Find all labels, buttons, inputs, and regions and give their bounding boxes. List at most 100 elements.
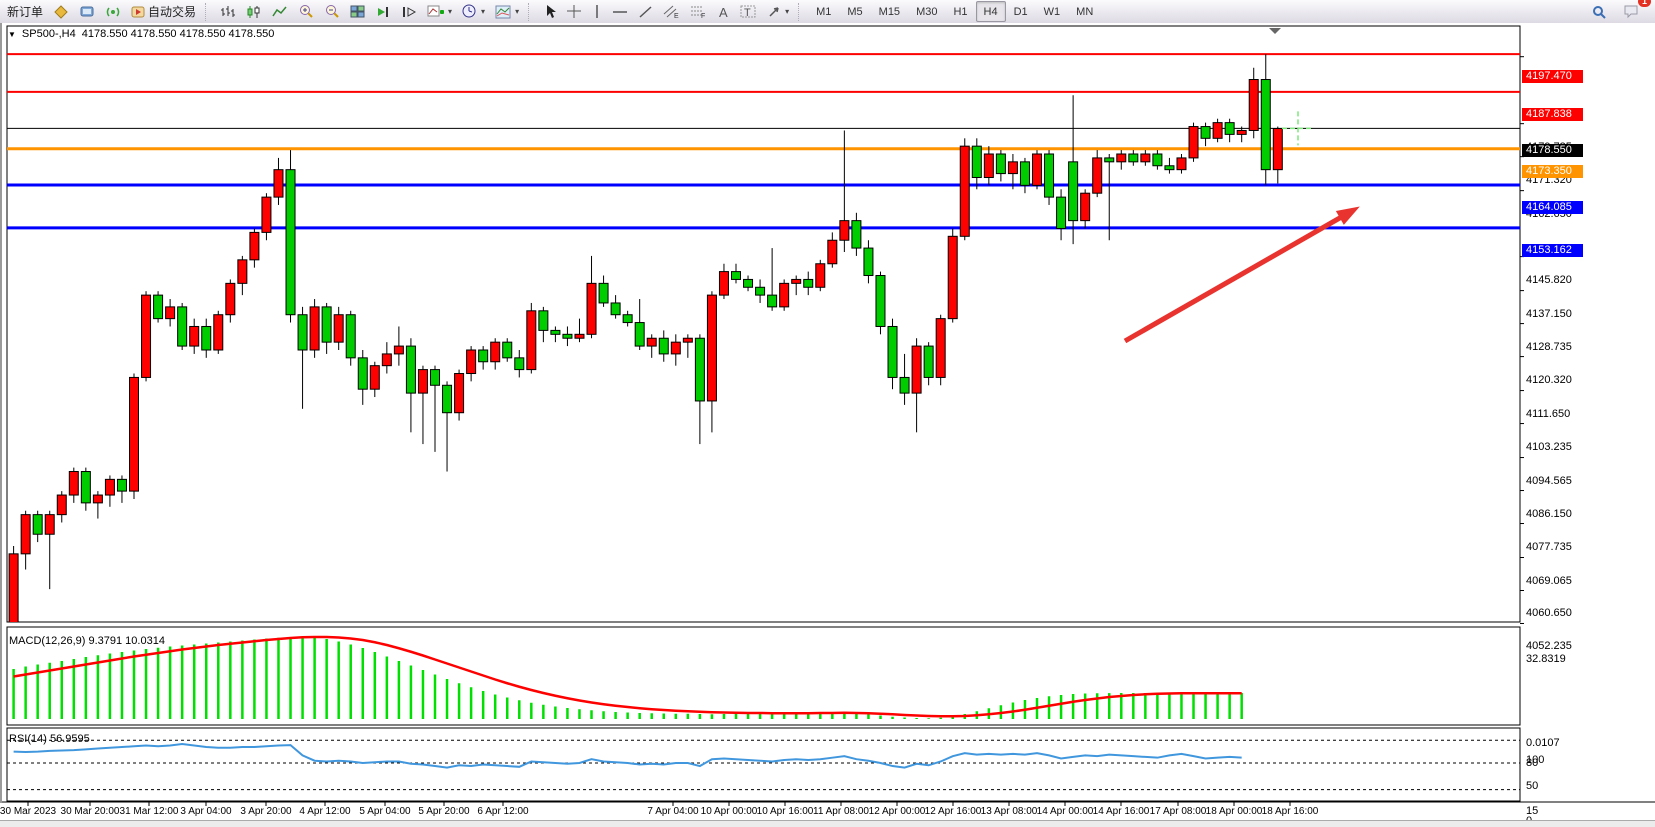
candle-body[interactable] [297,314,308,351]
tile-windows-button[interactable] [345,0,370,23]
candle-body[interactable] [670,341,681,355]
candle-body[interactable] [731,271,741,280]
indicators-button[interactable]: ▾ [422,0,457,23]
candle-body[interactable] [80,471,91,504]
candle-body[interactable] [1032,153,1042,186]
timeframe-m1-button[interactable]: M1 [816,5,832,18]
candle-body[interactable] [442,384,453,414]
timeframe-mn-button[interactable]: MN [1076,5,1094,18]
candlestick-chart-button[interactable] [241,0,267,23]
candle-body[interactable] [1152,153,1163,167]
candle-body[interactable] [309,306,320,351]
candle-body[interactable] [20,514,31,555]
date-axis-label[interactable]: 10 Apr 16:00 [756,806,814,817]
gold-gem-icon[interactable] [48,0,74,23]
candle-body[interactable] [1007,161,1018,175]
candle-body[interactable] [935,318,946,378]
candle-body[interactable] [959,145,970,237]
trendline-button[interactable] [633,0,658,23]
candle-body[interactable] [610,302,621,316]
chart-shift-button[interactable] [396,0,422,23]
line-chart-button[interactable] [267,0,293,23]
equidistant-channel-button[interactable]: E [658,0,685,23]
price-badge-4197.470[interactable]: 4197.470 [1522,70,1583,84]
collapse-triangle-icon[interactable]: ▼ [8,29,16,39]
candle-body[interactable] [875,275,886,327]
date-axis-label[interactable]: 6 Apr 12:00 [477,806,529,817]
candle-body[interactable] [827,239,838,265]
date-axis-label[interactable]: 14 Apr 00:00 [1036,806,1094,817]
candle-body[interactable] [405,345,416,394]
candle-body[interactable] [911,345,922,394]
candle-body[interactable] [658,337,669,355]
candle-body[interactable] [1019,161,1030,186]
candle-body[interactable] [502,341,513,359]
candle-body[interactable] [1200,126,1211,139]
candle-body[interactable] [225,282,236,316]
timeframe-d1-button[interactable]: D1 [1013,5,1028,18]
candle-body[interactable] [803,278,814,288]
fibonacci-button[interactable]: F [685,0,712,23]
candle-body[interactable] [189,325,200,347]
candle-body[interactable] [1068,161,1079,222]
candle-body[interactable] [1188,126,1199,159]
date-axis-label[interactable]: 18 Apr 16:00 [1261,806,1319,817]
notifications-icon[interactable]: 1 [1618,0,1651,23]
candle-body[interactable] [273,169,284,198]
candle-body[interactable] [393,345,404,355]
candle-body[interactable] [381,353,392,367]
bar-chart-button[interactable] [215,0,241,23]
vertical-line-button[interactable] [587,0,607,23]
text-label-button[interactable]: T [735,0,762,23]
candle-body[interactable] [1104,157,1115,163]
price-badge-4187.838[interactable]: 4187.838 [1522,107,1583,121]
date-axis-label[interactable]: 10 Apr 00:00 [700,806,758,817]
date-axis-label[interactable]: 5 Apr 20:00 [418,806,470,817]
candle-body[interactable] [947,235,958,320]
candle-body[interactable] [863,247,874,277]
candle-body[interactable] [1176,157,1187,171]
date-axis-label[interactable]: 3 Apr 20:00 [240,806,292,817]
candle-body[interactable] [743,278,754,288]
candle-body[interactable] [430,369,440,386]
chart-shift-marker[interactable] [1269,28,1281,34]
candle-body[interactable] [285,169,296,316]
price-badge-4164.085[interactable]: 4164.085 [1522,201,1583,215]
candle-body[interactable] [165,306,176,320]
candle-body[interactable] [357,357,368,390]
new-order-button[interactable]: 新订单 [2,0,48,23]
candle-body[interactable] [839,220,850,241]
candle-body[interactable] [333,314,344,343]
candle-body[interactable] [68,471,79,496]
candle-body[interactable] [995,153,1006,175]
auto-scroll-button[interactable] [370,0,396,23]
date-axis-label[interactable]: 3 Apr 04:00 [180,806,232,817]
candle-body[interactable] [116,478,127,492]
candle-body[interactable] [634,322,645,347]
date-axis-label[interactable]: 4 Apr 12:00 [299,806,351,817]
candle-body[interactable] [923,345,934,378]
timeframe-m5-button[interactable]: M5 [847,5,863,18]
candle-body[interactable] [490,341,501,363]
candle-body[interactable] [141,294,152,378]
candle-body[interactable] [598,282,609,304]
candle-body[interactable] [261,196,272,233]
candle-body[interactable] [694,337,705,402]
candle-body[interactable] [646,337,657,347]
price-badge-4153.162[interactable]: 4153.162 [1522,243,1583,257]
timeframe-h4-button[interactable]: H4 [975,1,1006,22]
candle-body[interactable] [213,314,224,351]
candle-body[interactable] [32,514,43,535]
candle-body[interactable] [718,271,729,296]
timeframe-m15-button[interactable]: M15 [878,5,901,18]
candle-body[interactable] [454,373,465,414]
candle-body[interactable] [369,365,380,390]
candle-body[interactable] [1164,165,1175,171]
candle-body[interactable] [899,376,910,394]
candle-body[interactable] [514,357,525,371]
date-axis-label[interactable]: 5 Apr 04:00 [359,806,411,817]
candle-body[interactable] [562,333,573,339]
candle-body[interactable] [1224,122,1235,135]
candle-body[interactable] [1140,153,1151,163]
crosshair-button[interactable] [562,0,587,23]
